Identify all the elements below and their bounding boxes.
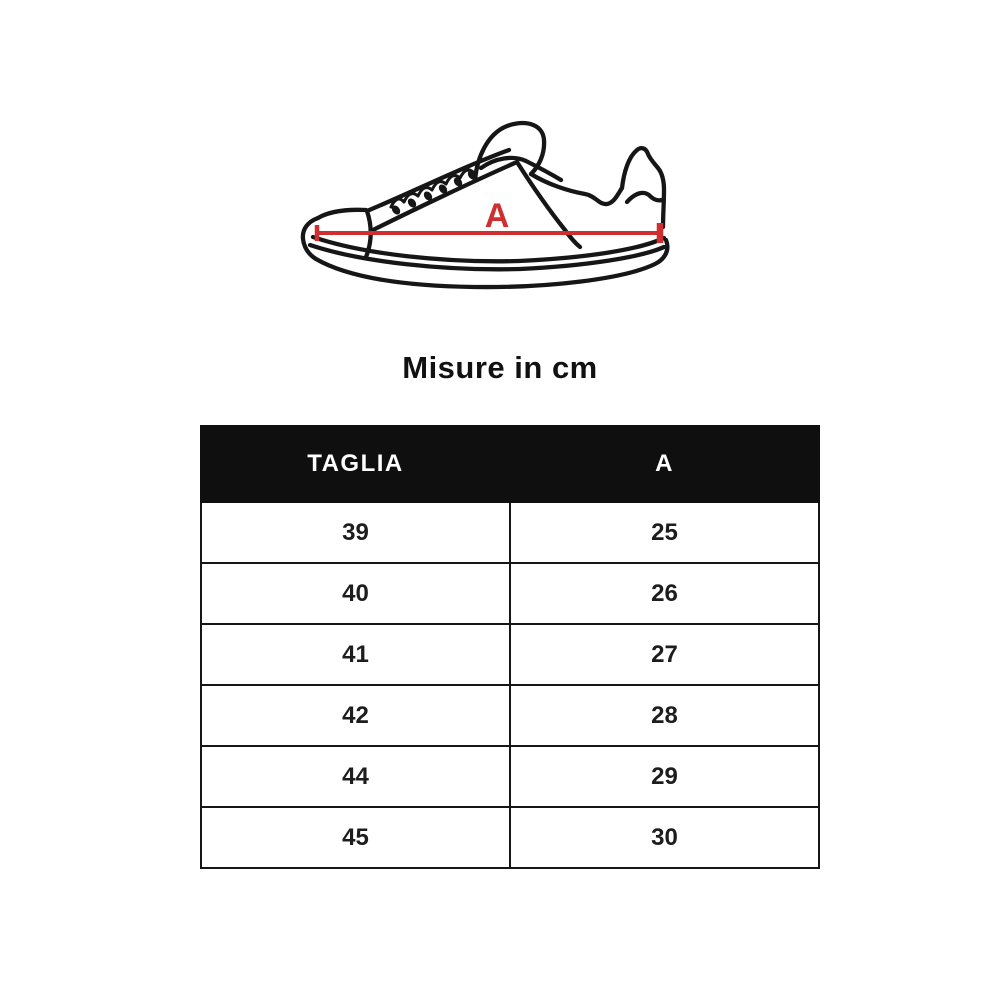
column-header-a: A: [509, 425, 820, 503]
measure-cell: 25: [509, 501, 820, 564]
size-cell: 41: [200, 623, 511, 686]
size-table: TAGLIA A 39 25 40 26 41 27 42 28 44: [200, 425, 820, 869]
table-row: 44 29: [200, 745, 820, 808]
size-cell: 44: [200, 745, 511, 808]
size-cell: 42: [200, 684, 511, 747]
sneaker-illustration: A: [300, 120, 670, 290]
measure-cell: 26: [509, 562, 820, 625]
column-header-taglia: TAGLIA: [200, 425, 511, 503]
table-row: 39 25: [200, 501, 820, 564]
svg-text:A: A: [485, 197, 510, 235]
measure-cell: 27: [509, 623, 820, 686]
measurements-title: Misure in cm: [402, 350, 598, 385]
table-row: 42 28: [200, 684, 820, 747]
measurement-line-a: [314, 223, 664, 243]
size-cell: 45: [200, 806, 511, 869]
table-row: 41 27: [200, 623, 820, 686]
table-row: 40 26: [200, 562, 820, 625]
table-header-row: TAGLIA A: [200, 425, 820, 503]
measurement-label-a: A: [485, 197, 510, 235]
table-row: 45 30: [200, 806, 820, 869]
size-cell: 40: [200, 562, 511, 625]
size-cell: 39: [200, 501, 511, 564]
measure-cell: 28: [509, 684, 820, 747]
measure-cell: 30: [509, 806, 820, 869]
measure-cell: 29: [509, 745, 820, 808]
shoe-outline: [300, 120, 670, 290]
